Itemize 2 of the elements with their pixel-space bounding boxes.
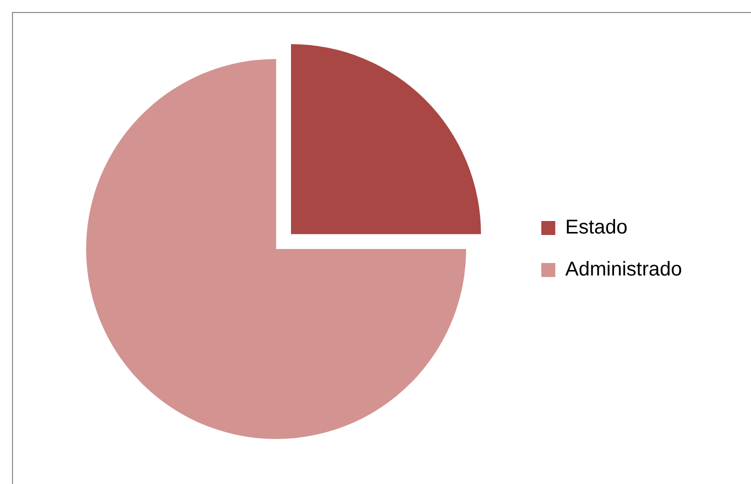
legend-label: Estado: [565, 216, 628, 239]
legend-label: Administrado: [565, 258, 682, 281]
